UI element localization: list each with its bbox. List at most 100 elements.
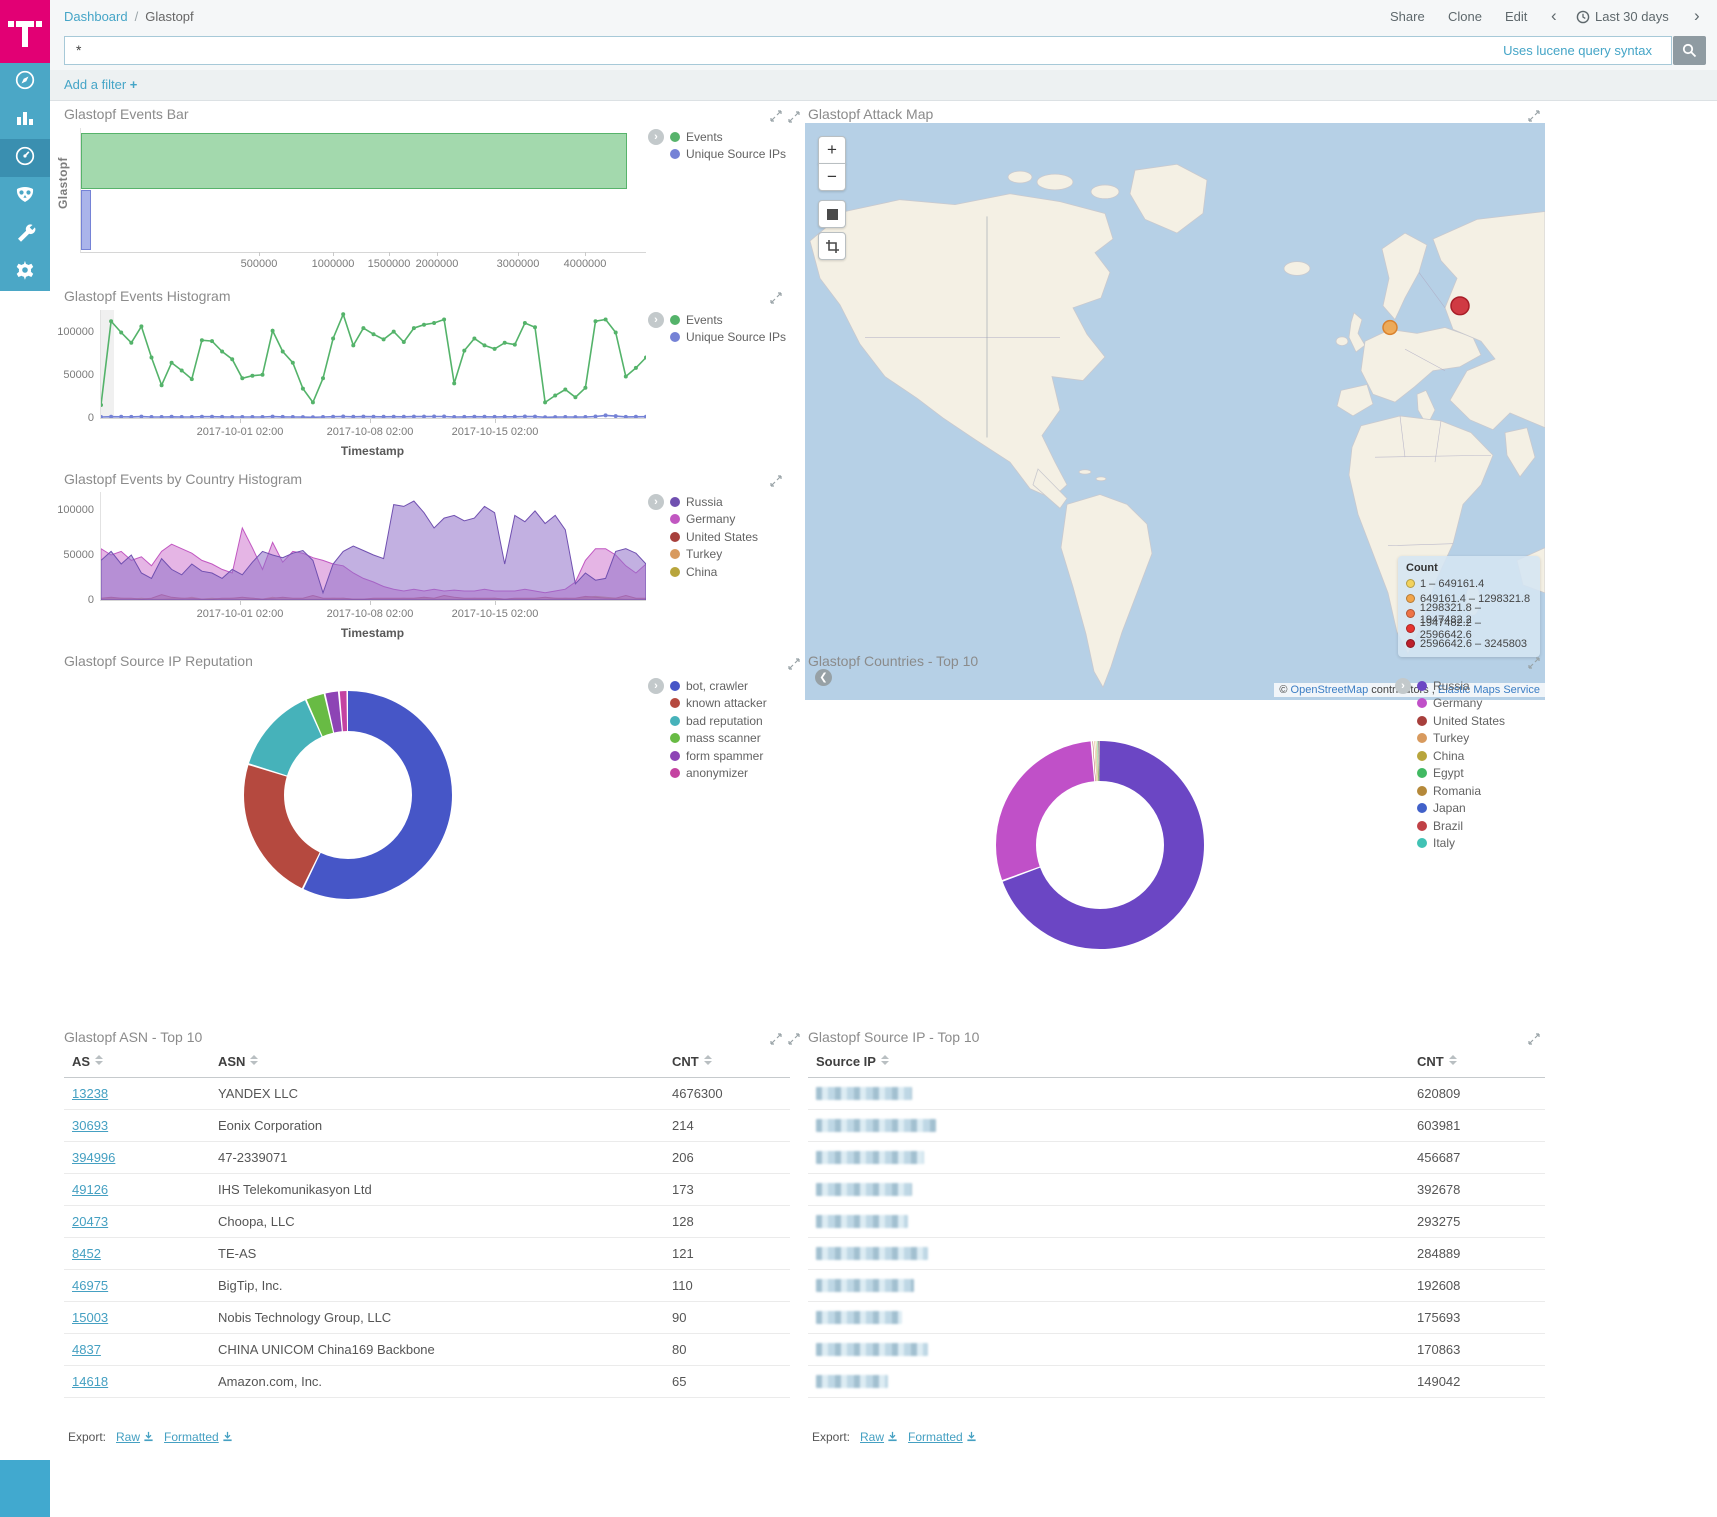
as-number-link[interactable]: 14618 xyxy=(72,1374,109,1389)
legend-item[interactable]: Turkey xyxy=(1417,730,1567,748)
legend-toggle-icon[interactable]: › xyxy=(648,678,664,694)
breadcrumb-dashboard-link[interactable]: Dashboard xyxy=(64,9,128,24)
expand-icon[interactable] xyxy=(788,1032,800,1050)
events-bar-series-events[interactable] xyxy=(81,133,627,189)
legend-item[interactable]: bad reputation xyxy=(670,712,820,730)
table-row: 392678 xyxy=(808,1173,1545,1206)
as-number-link[interactable]: 20473 xyxy=(72,1214,109,1229)
legend-item[interactable]: Egypt xyxy=(1417,765,1567,783)
map-draw-rectangle-button[interactable] xyxy=(818,232,846,260)
legend-item[interactable]: Events xyxy=(670,128,820,146)
sidebar-item-dev-tools[interactable] xyxy=(0,215,50,253)
as-number-link[interactable]: 394996 xyxy=(72,1150,116,1165)
column-header-as[interactable]: AS xyxy=(64,1046,210,1078)
column-header-cnt[interactable]: CNT xyxy=(1409,1046,1545,1078)
expand-icon[interactable] xyxy=(770,474,782,492)
attack-point-western-russia[interactable] xyxy=(1450,296,1470,316)
sidebar-item-discover[interactable] xyxy=(0,63,50,101)
legend-item[interactable]: Germany xyxy=(670,511,820,529)
expand-icon[interactable] xyxy=(1528,656,1540,674)
export-formatted-link[interactable]: Formatted xyxy=(164,1430,233,1444)
add-filter-button[interactable]: Add a filter + xyxy=(64,77,138,92)
export-raw-link[interactable]: Raw xyxy=(860,1430,898,1444)
legend-item[interactable]: mass scanner xyxy=(670,730,820,748)
lucene-syntax-link[interactable]: Uses lucene query syntax xyxy=(1503,43,1652,58)
column-header-asn[interactable]: ASN xyxy=(210,1046,664,1078)
legend-item[interactable]: United States xyxy=(1417,712,1567,730)
expand-icon[interactable] xyxy=(1528,109,1540,127)
legend-item[interactable]: Brazil xyxy=(1417,817,1567,835)
search-button[interactable] xyxy=(1673,36,1706,65)
as-number-link[interactable]: 8452 xyxy=(72,1246,101,1261)
sidebar-collapse-block[interactable] xyxy=(0,1460,50,1517)
events-histogram-y-axis: 100000 50000 0 xyxy=(52,310,94,424)
as-number-link[interactable]: 46975 xyxy=(72,1278,109,1293)
ip-reputation-donut[interactable] xyxy=(238,685,458,910)
legend-item[interactable]: Unique Source IPs xyxy=(670,146,820,164)
map-zoom-out-button[interactable]: − xyxy=(818,163,846,191)
time-prev-icon[interactable]: ‹ xyxy=(1551,6,1557,25)
expand-icon[interactable] xyxy=(1528,1032,1540,1050)
table-row: 20473 Choopa, LLC 128 xyxy=(64,1205,790,1238)
cnt-cell: 173 xyxy=(664,1173,790,1206)
legend-item[interactable]: United States xyxy=(670,528,820,546)
telekom-logo[interactable] xyxy=(0,0,50,63)
expand-icon[interactable] xyxy=(788,657,800,675)
legend-item[interactable]: Japan xyxy=(1417,800,1567,818)
time-range-picker[interactable]: Last 30 days xyxy=(1595,9,1669,24)
expand-icon[interactable] xyxy=(770,291,782,309)
legend-item[interactable]: Russia xyxy=(1417,677,1567,695)
export-formatted-link[interactable]: Formatted xyxy=(908,1430,977,1444)
legend-item[interactable]: China xyxy=(1417,747,1567,765)
map-attribution-toggle[interactable]: ❮ xyxy=(815,669,832,686)
share-button[interactable]: Share xyxy=(1390,9,1425,24)
map-fit-bounds-button[interactable] xyxy=(818,200,846,228)
edit-button[interactable]: Edit xyxy=(1505,9,1528,24)
map-legend-color-dot xyxy=(1406,579,1415,588)
legend-toggle-icon[interactable]: › xyxy=(648,312,664,328)
legend-item[interactable]: anonymizer xyxy=(670,765,820,783)
legend-item[interactable]: China xyxy=(670,563,820,581)
clone-button[interactable]: Clone xyxy=(1448,9,1482,24)
legend-item[interactable]: known attacker xyxy=(670,695,820,713)
as-number-link[interactable]: 15003 xyxy=(72,1310,109,1325)
attack-point-central-europe[interactable] xyxy=(1382,319,1398,336)
legend-item[interactable]: Russia xyxy=(670,493,820,511)
legend-item[interactable]: Romania xyxy=(1417,782,1567,800)
sidebar-item-timelion[interactable] xyxy=(0,177,50,215)
country-histogram-legend: › Russia Germany United States Turkey China xyxy=(648,493,820,581)
expand-icon[interactable] xyxy=(770,1032,782,1050)
column-header-source-ip[interactable]: Source IP xyxy=(808,1046,1409,1078)
legend-item[interactable]: Turkey xyxy=(670,546,820,564)
attack-map[interactable]: + − Count 1 – 649161.4 649161.4 – 1298321… xyxy=(805,123,1545,700)
countries-donut[interactable] xyxy=(990,735,1210,960)
as-number-link[interactable]: 30693 xyxy=(72,1118,109,1133)
as-number-link[interactable]: 49126 xyxy=(72,1182,109,1197)
sidebar-item-visualize[interactable] xyxy=(0,101,50,139)
as-number-link[interactable]: 13238 xyxy=(72,1086,109,1101)
legend-item[interactable]: form spammer xyxy=(670,747,820,765)
export-raw-link[interactable]: Raw xyxy=(116,1430,154,1444)
legend-toggle-icon[interactable]: › xyxy=(648,129,664,145)
expand-icon[interactable] xyxy=(788,110,800,128)
sidebar-item-management[interactable] xyxy=(0,253,50,291)
y-axis-label-glastopf: Glastopf xyxy=(56,157,70,209)
legend-item[interactable]: bot, crawler xyxy=(670,677,820,695)
legend-item[interactable]: Italy xyxy=(1417,835,1567,853)
table-row: 15003 Nobis Technology Group, LLC 90 xyxy=(64,1301,790,1334)
sidebar-item-dashboard[interactable] xyxy=(0,139,50,177)
legend-toggle-icon[interactable]: › xyxy=(648,494,664,510)
expand-icon[interactable] xyxy=(770,109,782,127)
legend-item[interactable]: Germany xyxy=(1417,695,1567,713)
legend-item[interactable]: Events xyxy=(670,311,820,329)
legend-toggle-icon[interactable]: › xyxy=(1395,678,1411,694)
time-next-icon[interactable]: › xyxy=(1694,6,1700,25)
elastic-maps-link[interactable]: Elastic Maps Service xyxy=(1437,684,1540,696)
query-input[interactable] xyxy=(64,36,1672,65)
openstreetmap-link[interactable]: OpenStreetMap xyxy=(1290,684,1369,696)
column-header-cnt[interactable]: CNT xyxy=(664,1046,790,1078)
events-bar-series-unique-ips[interactable] xyxy=(81,190,91,250)
as-number-link[interactable]: 4837 xyxy=(72,1342,101,1357)
map-zoom-in-button[interactable]: + xyxy=(818,136,846,164)
legend-item[interactable]: Unique Source IPs xyxy=(670,329,820,347)
